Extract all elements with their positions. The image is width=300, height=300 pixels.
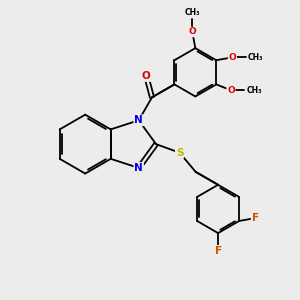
Text: O: O [229,53,236,62]
Text: N: N [134,115,143,125]
Text: O: O [142,71,151,81]
Text: S: S [176,148,183,158]
Text: CH₃: CH₃ [248,53,263,62]
Text: F: F [214,246,222,256]
Text: N: N [134,163,143,173]
Text: CH₃: CH₃ [246,86,262,95]
Text: O: O [188,28,196,37]
Text: O: O [227,86,235,95]
Text: F: F [252,213,259,223]
Text: CH₃: CH₃ [184,8,200,17]
